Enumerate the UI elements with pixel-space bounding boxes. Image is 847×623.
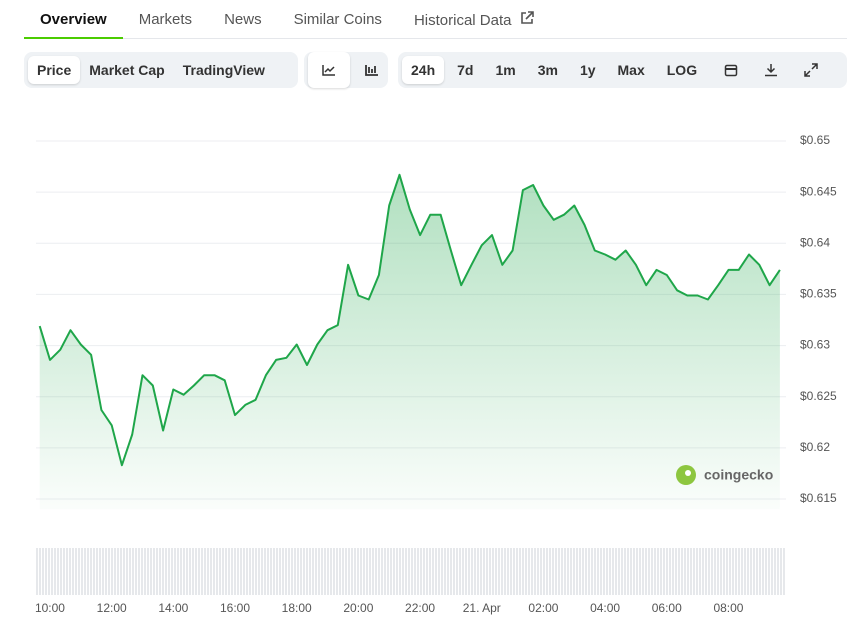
x-tick-label: 10:00	[35, 601, 65, 615]
candle-icon[interactable]	[360, 58, 384, 82]
tab-label: Historical Data	[413, 12, 512, 29]
y-tick-label: $0.65	[800, 133, 830, 147]
x-tick-label: 04:00	[590, 601, 620, 615]
tab[interactable]: News	[224, 11, 262, 28]
x-tick-label: 18:00	[282, 601, 312, 615]
line-icon[interactable]	[308, 52, 350, 88]
button[interactable]: 7d	[457, 62, 474, 78]
icon	[724, 64, 738, 77]
watermark: coingecko	[704, 467, 773, 483]
x-tick-label: 20:00	[343, 601, 373, 615]
button[interactable]: 1m	[495, 62, 516, 78]
watermark-logo	[676, 465, 696, 485]
button[interactable]: 24h	[402, 56, 445, 84]
icon	[365, 65, 378, 76]
chart-type-group: Price Market Cap TradingView	[24, 52, 298, 88]
volume-band	[36, 548, 786, 595]
icon	[765, 64, 778, 77]
x-tick-label: 06:00	[652, 601, 682, 615]
button[interactable]: TradingView	[182, 62, 265, 78]
x-tick-label: 16:00	[220, 601, 250, 615]
y-tick-label: $0.62	[800, 440, 830, 454]
expand-icon[interactable]	[798, 58, 824, 82]
y-tick-label: $0.625	[800, 389, 837, 403]
calendar-icon[interactable]	[718, 58, 744, 82]
tab[interactable]: Similar Coins	[293, 11, 382, 28]
tab-bar: Overview Markets News Similar Coins Hist…	[24, 0, 847, 39]
x-tick-label: 08:00	[713, 601, 743, 615]
button[interactable]: 3m	[537, 62, 558, 78]
button[interactable]: Max	[617, 62, 645, 78]
button[interactable]: LOG	[666, 62, 698, 78]
download-icon[interactable]	[758, 58, 784, 82]
x-tick-label: 12:00	[97, 601, 127, 615]
tab[interactable]: Historical Data	[398, 0, 550, 37]
x-tick-label: 22:00	[405, 601, 435, 615]
y-tick-label: $0.63	[800, 338, 830, 352]
y-tick-label: $0.635	[800, 287, 837, 301]
price-line	[38, 173, 781, 467]
external-icon	[520, 11, 534, 24]
range-group: 24h 7d 1m 3m 1y Max LOG	[398, 52, 847, 88]
y-tick-label: $0.64	[800, 235, 830, 249]
tab[interactable]: Overview	[24, 0, 123, 39]
area-fill	[39, 174, 780, 510]
x-tick-label: 14:00	[158, 601, 188, 615]
button[interactable]: 1y	[579, 62, 596, 78]
icon	[322, 65, 335, 76]
y-tick-label: $0.615	[800, 491, 837, 505]
y-tick-label: $0.645	[800, 184, 837, 198]
tab[interactable]: Markets	[138, 11, 193, 28]
button[interactable]: Price	[28, 56, 81, 84]
style-group	[304, 52, 388, 88]
x-tick-label: 02:00	[528, 601, 558, 615]
icon	[804, 63, 818, 77]
button[interactable]: Market Cap	[89, 62, 165, 78]
x-tick-label: 21. Apr	[463, 601, 501, 615]
